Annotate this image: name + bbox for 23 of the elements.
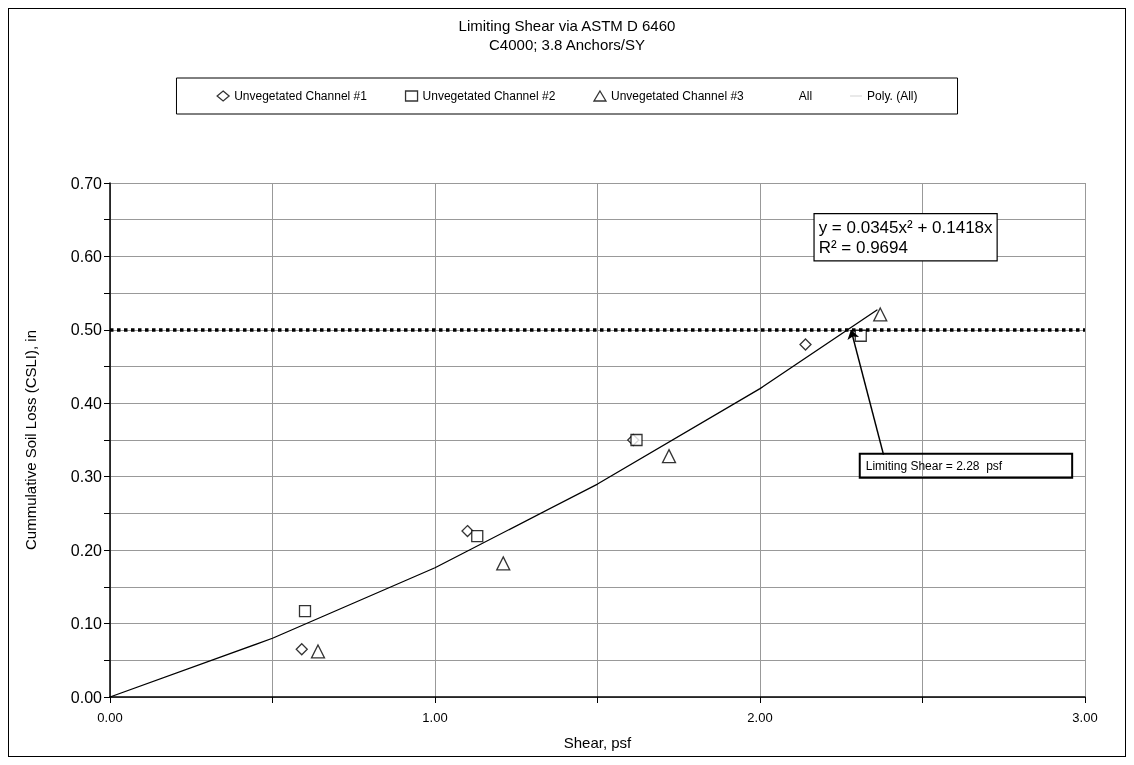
annotation: Limiting Shear = 2.28 psf: [865, 458, 1003, 473]
annotation: y = 0.0345x² + 0.1418x R² = 0.9694: [818, 217, 994, 257]
y-tick-label: 0.10: [70, 615, 103, 633]
y-axis-title: Cummulative Soil Loss (CSLI), in: [22, 329, 39, 551]
x-tick-label: 3.00: [1072, 710, 1098, 725]
y-tick-label: 0.60: [70, 247, 103, 265]
x-tick-label: 0.00: [97, 710, 123, 725]
y-tick-label: 0.20: [70, 541, 103, 559]
legend-label: Unvegetated Channel #1: [234, 89, 368, 103]
legend-label: Poly. (All): [867, 89, 918, 103]
x-axis-title: Shear, psf: [563, 734, 633, 751]
text: All: [798, 89, 813, 103]
chart-subtitle: C4000; 3.8 Anchors/SY: [489, 36, 645, 53]
chart-title: Limiting Shear via ASTM D 6460: [458, 17, 676, 34]
y-tick-label: 0.00: [70, 688, 103, 706]
y-tick-label: 0.40: [70, 394, 103, 412]
x-tick-label: 2.00: [747, 710, 773, 725]
y-tick-label: 0.50: [70, 321, 103, 339]
legend-label: Unvegetated Channel #2: [422, 89, 556, 103]
y-tick-label: 0.70: [70, 174, 103, 192]
legend-label: Unvegetated Channel #3: [610, 89, 745, 103]
x-tick-label: 1.00: [422, 710, 448, 725]
y-tick-label: 0.30: [70, 468, 103, 486]
